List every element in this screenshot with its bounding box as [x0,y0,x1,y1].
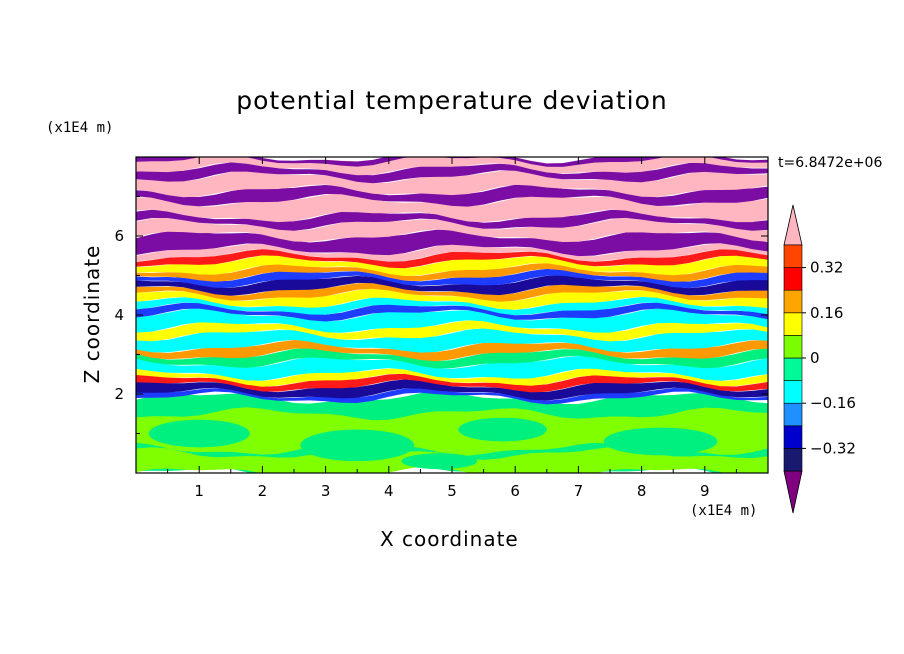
contour-band [136,255,768,276]
contour-band [136,328,768,353]
x-axis-unit: (x1E4 m) [690,503,758,519]
colorbar-min-extension [783,470,803,514]
contour-band [136,184,768,207]
contour-band [136,297,768,316]
z-axis-unit: (x1E4 m) [46,120,114,136]
colorbar-segment [783,244,803,268]
contour-band [136,355,768,381]
contour-band [136,209,768,231]
colorbar-segment [783,335,803,359]
contour-band [136,275,768,296]
x-tick-label: 8 [637,482,647,500]
x-axis-label: X coordinate [380,527,519,551]
contour-band [136,268,768,289]
x-tick-label: 4 [384,482,394,500]
colorbar-segment [783,357,803,381]
contour-field [136,157,768,473]
colorbar-segment [783,402,803,427]
colorbar-segment [783,380,803,404]
y-tick-label: 4 [114,306,124,324]
contour-band [136,348,768,369]
contour-band [136,388,768,405]
y-tick-label: 6 [114,227,124,245]
colorbar-label: 0.16 [810,304,843,322]
contour-band [136,373,768,393]
x-tick-label: 3 [321,482,331,500]
colorbar-segment [783,289,803,314]
contour-band [136,283,768,302]
contour-band [136,288,768,310]
x-tick-label: 2 [258,482,268,500]
contour-swirl [148,419,250,448]
contour-swirl [603,427,718,456]
x-tick-label: 9 [700,482,710,500]
contour-swirl [401,453,478,470]
contour-band [136,308,768,333]
contour-band [136,193,768,223]
contour-swirl [300,429,415,462]
time-label: t=6.8472e+06 [778,155,883,171]
x-tick-label: 6 [510,482,520,500]
x-tick-label: 5 [447,482,457,500]
contour-band [136,263,768,282]
x-axis: 1 2 3 4 5 6 7 8 9 [167,157,737,500]
colorbar-max-extension [783,204,803,246]
y-axis: 2 4 6 [114,196,768,434]
colorbar-segment [783,448,803,472]
chart-title: potential temperature deviation [236,86,668,115]
contour-band [136,320,768,342]
contour-band [136,170,768,198]
contour-band [136,162,768,184]
x-tick-label: 7 [574,482,584,500]
contour-band [136,340,768,362]
contour-band [136,302,768,322]
x-tick-label: 1 [194,482,204,500]
contour-band [136,243,768,262]
contour-band [136,157,768,167]
colorbar-label: −0.16 [810,394,856,412]
contour-band [136,217,768,242]
colorbar-label: 0 [810,349,820,367]
y-tick-label: 2 [114,385,124,403]
contour-swirl [458,417,547,442]
colorbar-label: −0.32 [810,439,856,457]
colorbar-segment [783,312,803,336]
contour-band [136,379,768,401]
colorbar-segment [783,267,803,291]
colorbar: 0.32 0.16 0 −0.16 −0.32 [783,204,856,514]
contour-band [136,368,768,387]
contour-band [136,229,768,257]
colorbar-label: 0.32 [810,259,843,277]
colorbar-segment [783,425,803,449]
